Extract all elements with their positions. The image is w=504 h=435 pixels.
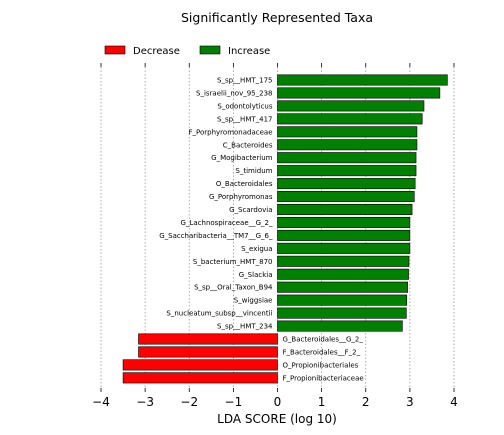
bar	[277, 87, 441, 99]
bar-label: C_Bacteroides	[223, 141, 273, 149]
bar-label: S_exigua	[241, 245, 272, 253]
bar-label: S_timidum	[235, 167, 272, 175]
bar	[122, 372, 278, 384]
bar	[122, 359, 278, 371]
legend-swatch-decrease	[104, 45, 126, 55]
bar	[277, 191, 415, 203]
bar-label: S_nucleatum_subsp__vincentii	[166, 310, 272, 318]
bar-label: F_Bacteroidales__F_2_	[283, 348, 361, 356]
bar-label: S_wiggsiae	[234, 297, 273, 305]
bar-label: S_sp__HMT_175	[217, 77, 272, 85]
bar-label: F_Porphyromonadaceae	[189, 128, 273, 136]
bar	[277, 126, 418, 138]
bar-label: O_Bacteroidales	[216, 180, 273, 188]
bar	[277, 216, 411, 228]
bar	[277, 100, 425, 112]
bar	[277, 268, 409, 280]
legend-label-increase: Increase	[228, 46, 270, 57]
bar-label: F_Propionibacteriaceae	[283, 374, 364, 382]
bar-label: G_Slackia	[239, 271, 273, 279]
bar-label: S_sp__HMT_417	[217, 115, 272, 123]
x-tick-label: −1	[225, 395, 243, 409]
legend: Decrease Increase	[104, 45, 270, 57]
bar	[277, 178, 416, 190]
x-tick-label: 1	[318, 395, 326, 409]
bar-label: S_odontolyticus	[217, 102, 272, 110]
bar	[277, 165, 417, 177]
bar	[277, 204, 413, 216]
bar	[277, 255, 410, 267]
bar	[277, 113, 423, 125]
bar	[277, 294, 408, 306]
bar	[277, 307, 407, 319]
bar-label: S_israelii_nov_95_238	[196, 89, 272, 97]
bar	[277, 74, 448, 86]
chart-title: Significantly Represented Taxa	[181, 10, 373, 25]
bar-label: G_Scardovia	[229, 206, 272, 214]
bar-label: S_sp__HMT_234	[217, 323, 273, 331]
legend-label-decrease: Decrease	[133, 46, 180, 57]
bar-label: G_Porphyromonas	[209, 193, 273, 201]
x-axis-label: LDA SCORE (log 10)	[217, 412, 337, 426]
bar-label: O_Propionibacteriales	[283, 361, 359, 369]
legend-swatch-increase	[199, 45, 221, 55]
bar-label: S_sp__Oral_Taxon_B94	[194, 284, 273, 292]
bar-label: G_Mogibacterium	[211, 154, 273, 162]
x-axis: −4 −3 −2 −1 0 1 2 3 4	[92, 388, 458, 409]
x-tick-label: 3	[406, 395, 414, 409]
bar-labels: S_sp__HMT_175 S_israelii_nov_95_238 S_odon…	[159, 77, 363, 383]
bar	[277, 139, 418, 151]
bar	[277, 320, 403, 332]
x-tick-label: −2	[180, 395, 198, 409]
bar	[138, 346, 278, 358]
bar	[277, 152, 417, 164]
bar	[277, 281, 408, 293]
bars	[122, 74, 448, 384]
bar-label: S_bacterium_HMT_870	[193, 258, 273, 266]
bar-label: G_Bacteroidales__G_2_	[283, 336, 364, 344]
bar-label: G_Lachnospiraceae__G_2_	[181, 219, 273, 227]
bar	[138, 333, 278, 345]
bar	[277, 229, 411, 241]
x-tick-label: −4	[92, 395, 110, 409]
x-tick-label: 0	[274, 395, 282, 409]
bar	[277, 242, 411, 254]
x-tick-label: 2	[362, 395, 370, 409]
bar-label: G_Saccharibacteria__TM7__G_6_	[159, 232, 273, 240]
x-tick-label: 4	[450, 395, 458, 409]
x-tick-label: −3	[136, 395, 154, 409]
